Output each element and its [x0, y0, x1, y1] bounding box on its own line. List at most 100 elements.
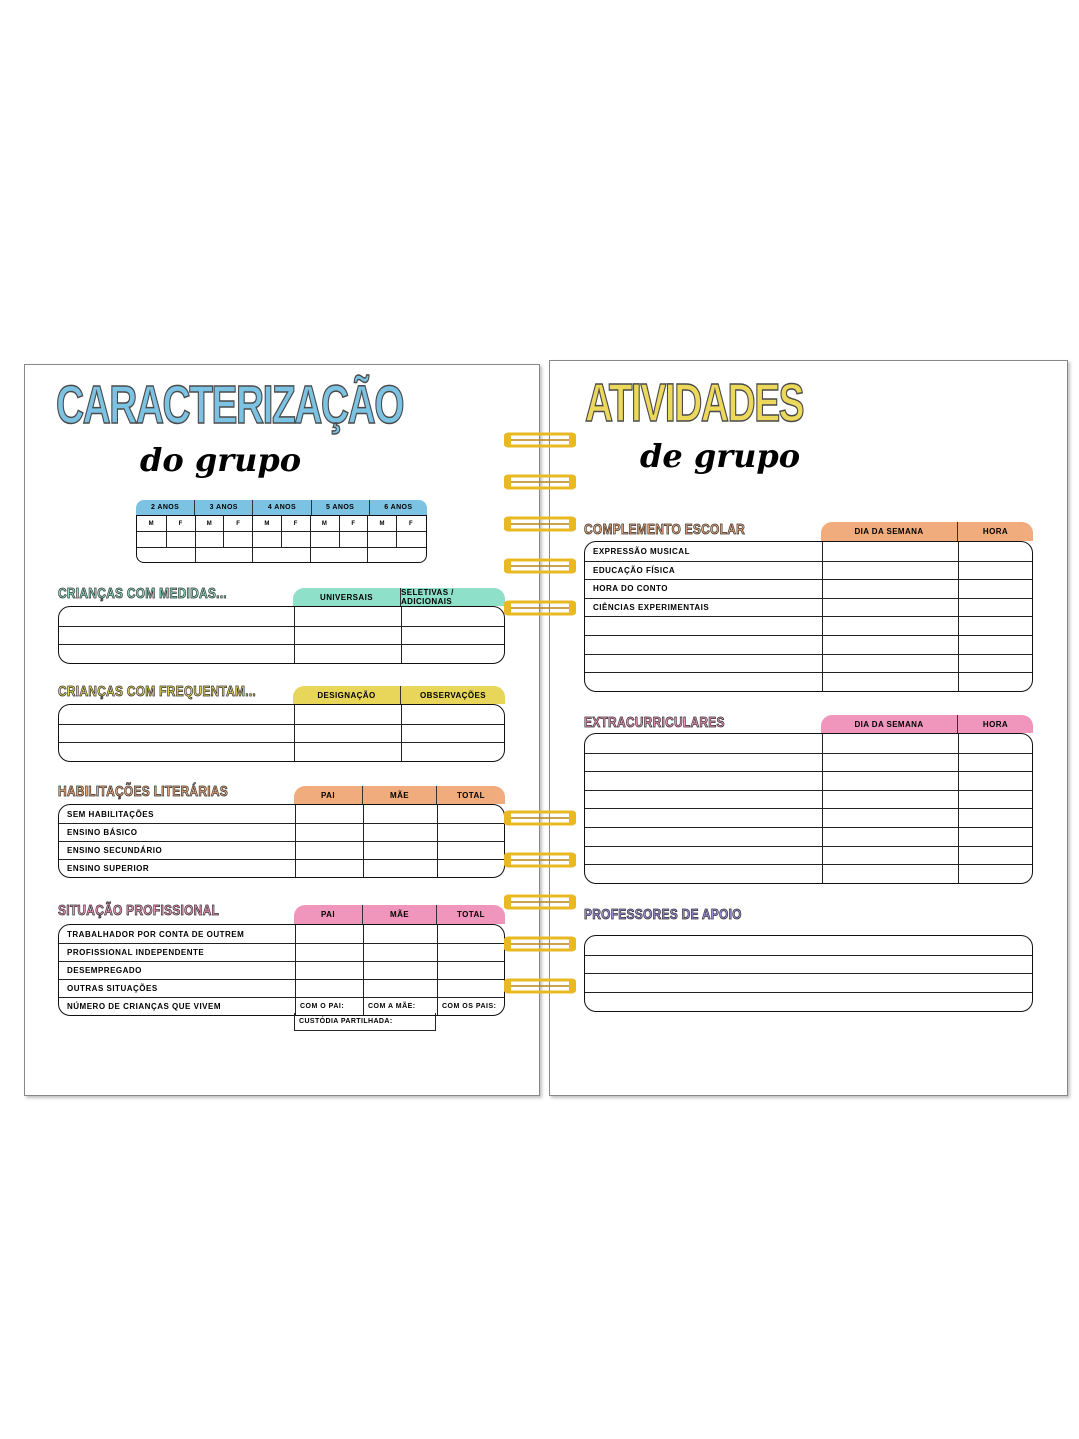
- medidas-table-cell[interactable]: [401, 607, 503, 626]
- age-count-cell[interactable]: [137, 532, 166, 546]
- extracurriculares-table-cell[interactable]: [958, 827, 1031, 846]
- situacao-table-cell[interactable]: [295, 925, 363, 943]
- frequentam-table-body: [58, 704, 505, 762]
- medidas-table-row-label: [59, 607, 294, 626]
- situacao-table-cell[interactable]: [437, 944, 503, 961]
- habilitacoes-table-cell[interactable]: [437, 842, 503, 859]
- habilitacoes-table-cell[interactable]: [295, 860, 363, 877]
- extracurriculares-table-cell[interactable]: [958, 772, 1031, 790]
- extracurriculares-table-cell[interactable]: [822, 865, 958, 883]
- age-count-cell[interactable]: [367, 532, 396, 547]
- complemento-table-cell[interactable]: [958, 635, 1031, 654]
- age-count-cell[interactable]: [309, 532, 339, 547]
- situacao-table-cell[interactable]: [437, 962, 503, 979]
- complemento-table-cell[interactable]: [822, 598, 958, 617]
- situacao-table-cell[interactable]: [295, 944, 363, 961]
- situacao-table-cell[interactable]: [295, 980, 363, 997]
- habilitacoes-table-cell[interactable]: [437, 824, 503, 841]
- custody-field[interactable]: CUSTÓDIA PARTILHADA:: [294, 1013, 436, 1031]
- situacao-table-count-field[interactable]: COM A MÃE:: [363, 998, 437, 1015]
- extracurriculares-table-cell[interactable]: [822, 753, 958, 772]
- age-count-cell[interactable]: [309, 547, 368, 562]
- frequentam-table-cell[interactable]: [401, 743, 503, 761]
- complemento-table-cell[interactable]: [822, 654, 958, 673]
- frequentam-table-cell[interactable]: [294, 743, 401, 761]
- frequentam-table-row-label: [59, 725, 294, 743]
- habilitacoes-table-cell[interactable]: [363, 805, 437, 823]
- extracurriculares-table-row-label: [585, 847, 822, 865]
- age-count-cell[interactable]: [396, 532, 425, 547]
- situacao-table-row: PROFISSIONAL INDEPENDENTE: [59, 943, 504, 961]
- complemento-table-cell[interactable]: [958, 542, 1031, 561]
- situacao-table-cell[interactable]: [363, 962, 437, 979]
- habilitacoes-table-cell[interactable]: [363, 860, 437, 877]
- medidas-table-row-label: [59, 645, 294, 663]
- situacao-table-cell[interactable]: [363, 925, 437, 943]
- complemento-table-row-label: EDUCAÇÃO FÍSICA: [593, 565, 676, 575]
- medidas-table-cell[interactable]: [294, 645, 401, 663]
- medidas-table-cell[interactable]: [294, 626, 401, 645]
- medidas-table-cell[interactable]: [401, 645, 503, 663]
- age-count-cell[interactable]: [252, 547, 310, 562]
- complemento-table-cell[interactable]: [958, 673, 1031, 691]
- frequentam-table-cell[interactable]: [401, 724, 503, 743]
- age-count-cell[interactable]: [280, 532, 310, 547]
- age-count-cell[interactable]: [367, 547, 425, 562]
- age-count-cell[interactable]: [223, 532, 252, 547]
- habilitacoes-table-cell[interactable]: [363, 824, 437, 841]
- extracurriculares-table-cell[interactable]: [958, 753, 1031, 772]
- extracurriculares-table-cell[interactable]: [822, 734, 958, 753]
- complemento-table-cell[interactable]: [822, 561, 958, 580]
- extracurriculares-table-cell[interactable]: [958, 790, 1031, 809]
- situacao-table-cell[interactable]: [363, 944, 437, 961]
- complemento-table-cell[interactable]: [958, 598, 1031, 617]
- extracurriculares-table-cell[interactable]: [958, 846, 1031, 865]
- extracurriculares-table-cell[interactable]: [958, 734, 1031, 753]
- habilitacoes-table-cell[interactable]: [295, 824, 363, 841]
- complemento-table-cell[interactable]: [958, 561, 1031, 580]
- extracurriculares-table-cell[interactable]: [822, 790, 958, 809]
- habilitacoes-table-cell[interactable]: [437, 860, 503, 877]
- complemento-table-cell[interactable]: [958, 580, 1031, 598]
- extracurriculares-table-cell[interactable]: [958, 809, 1031, 827]
- situacao-table-cell[interactable]: [437, 980, 503, 997]
- age-group-header: 4 ANOS: [252, 500, 311, 515]
- medidas-table-cell[interactable]: [401, 626, 503, 645]
- extracurriculares-table-cell[interactable]: [958, 865, 1031, 883]
- complemento-table-cell[interactable]: [822, 542, 958, 561]
- age-count-cell[interactable]: [252, 532, 281, 547]
- age-count-cell[interactable]: [194, 532, 224, 547]
- age-count-cell[interactable]: [137, 548, 195, 562]
- situacao-table-cell[interactable]: [437, 925, 503, 943]
- age-table-row: [137, 546, 426, 562]
- complemento-table-cell[interactable]: [822, 635, 958, 654]
- extracurriculares-table-cell[interactable]: [822, 809, 958, 827]
- habilitacoes-table-cell[interactable]: [363, 842, 437, 859]
- complemento-table-cell[interactable]: [958, 617, 1031, 635]
- frequentam-table-cell[interactable]: [401, 705, 503, 724]
- medidas-table-cell[interactable]: [294, 607, 401, 626]
- situacao-table-column-header: PAI: [294, 905, 362, 924]
- age-count-cell[interactable]: [165, 532, 195, 547]
- extracurriculares-table-cell[interactable]: [822, 827, 958, 846]
- age-count-cell[interactable]: [338, 532, 368, 547]
- complemento-table-cell[interactable]: [822, 617, 958, 635]
- complemento-table-cell[interactable]: [822, 580, 958, 598]
- habilitacoes-table-cell[interactable]: [295, 805, 363, 823]
- situacao-table-row: OUTRAS SITUAÇÕES: [59, 979, 504, 997]
- situacao-table-cell[interactable]: [295, 962, 363, 979]
- frequentam-table-cell[interactable]: [294, 724, 401, 743]
- frequentam-table-cell[interactable]: [294, 705, 401, 724]
- age-count-cell[interactable]: [194, 547, 253, 562]
- situacao-table-count-field[interactable]: COM OS PAIS:: [437, 998, 503, 1015]
- situacao-table-count-field[interactable]: COM O PAI:: [295, 998, 363, 1015]
- extracurriculares-table-cell[interactable]: [822, 772, 958, 790]
- situacao-table-cell[interactable]: [363, 980, 437, 997]
- habilitacoes-table-cell[interactable]: [437, 805, 503, 823]
- extracurriculares-table-cell[interactable]: [822, 846, 958, 865]
- medidas-table-body: [58, 606, 505, 664]
- habilitacoes-table-cell[interactable]: [295, 842, 363, 859]
- complemento-table-cell[interactable]: [822, 673, 958, 691]
- complemento-table-cell[interactable]: [958, 654, 1031, 673]
- age-group-header: 6 ANOS: [368, 500, 427, 515]
